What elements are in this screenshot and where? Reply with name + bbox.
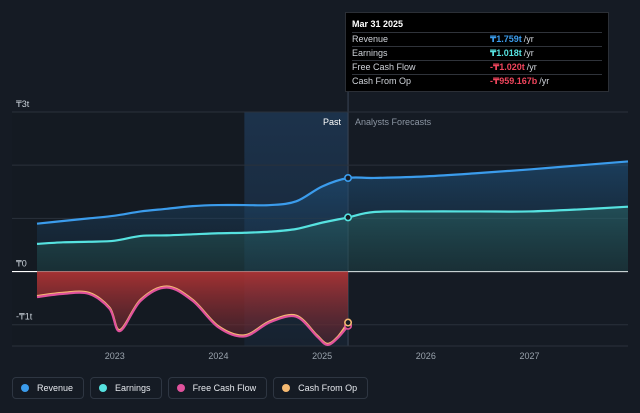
- legend-item-earnings[interactable]: Earnings: [90, 377, 162, 399]
- tooltip-unit: /yr: [523, 48, 534, 58]
- tooltip-unit: /yr: [523, 34, 534, 44]
- free-cash-flow-line: [36, 286, 349, 347]
- revenue-line: [36, 160, 629, 225]
- tooltip-value: ₸1.018t: [490, 48, 522, 58]
- revenue-area: [37, 161, 628, 244]
- legend-label: Earnings: [115, 383, 151, 393]
- x-tick-label: 2026: [416, 351, 436, 361]
- tooltip-panel: Mar 31 2025 Revenue ₸1.759t /yr Earnings…: [345, 12, 609, 92]
- tooltip-unit: /yr: [526, 62, 537, 72]
- tooltip-value: -₸959.167b: [490, 76, 538, 86]
- cash-from-op-marker: [344, 318, 353, 327]
- legend-dot-icon: [21, 384, 29, 392]
- tooltip-label: Earnings: [352, 48, 388, 58]
- tooltip-label: Cash From Op: [352, 76, 412, 86]
- tooltip-label: Revenue: [352, 34, 389, 44]
- past-label: Past: [323, 117, 342, 127]
- earnings-marker: [344, 213, 353, 222]
- tooltip-date: Mar 31 2025: [352, 19, 404, 29]
- tooltip-label: Free Cash Flow: [352, 62, 416, 72]
- cash-flow-area: [37, 271, 349, 345]
- legend-dot-icon: [176, 384, 185, 392]
- x-tick-label: 2023: [105, 351, 125, 361]
- y-tick-label: ₸0: [16, 259, 27, 269]
- tooltip-value: -₸1.020t: [490, 62, 525, 72]
- tooltip-row-free-cash-flow: Free Cash Flow -₸1.020t /yr: [352, 60, 602, 74]
- legend-label: Free Cash Flow: [192, 383, 257, 393]
- legend-label: Revenue: [37, 383, 74, 393]
- tooltip-row-cash-from-op: Cash From Op -₸959.167b /yr: [352, 74, 602, 88]
- tooltip-row-revenue: Revenue ₸1.759t /yr: [352, 32, 602, 46]
- legend-item-cash-from-op[interactable]: Cash From Op: [273, 377, 369, 399]
- revenue-marker: [344, 173, 353, 182]
- forecast-label: Analysts Forecasts: [355, 117, 432, 127]
- legend: Revenue Earnings Free Cash Flow Cash Fro…: [12, 377, 369, 399]
- legend-dot-icon: [99, 384, 108, 392]
- tooltip-unit: /yr: [539, 76, 550, 86]
- earnings-area: [37, 206, 628, 272]
- legend-dot-icon: [282, 384, 291, 392]
- legend-item-revenue[interactable]: Revenue: [12, 377, 85, 399]
- tooltip-value: ₸1.759t: [490, 34, 522, 44]
- x-tick-label: 2024: [208, 351, 228, 361]
- legend-item-free-cash-flow[interactable]: Free Cash Flow: [167, 377, 268, 399]
- legend-label: Cash From Op: [298, 383, 358, 393]
- y-tick-label: ₸3t: [16, 99, 30, 109]
- x-tick-label: 2025: [312, 351, 332, 361]
- tooltip-row-earnings: Earnings ₸1.018t /yr: [352, 46, 602, 60]
- earnings-line: [36, 205, 629, 245]
- x-tick-label: 2027: [519, 351, 539, 361]
- y-tick-label: -₸1t: [16, 312, 33, 322]
